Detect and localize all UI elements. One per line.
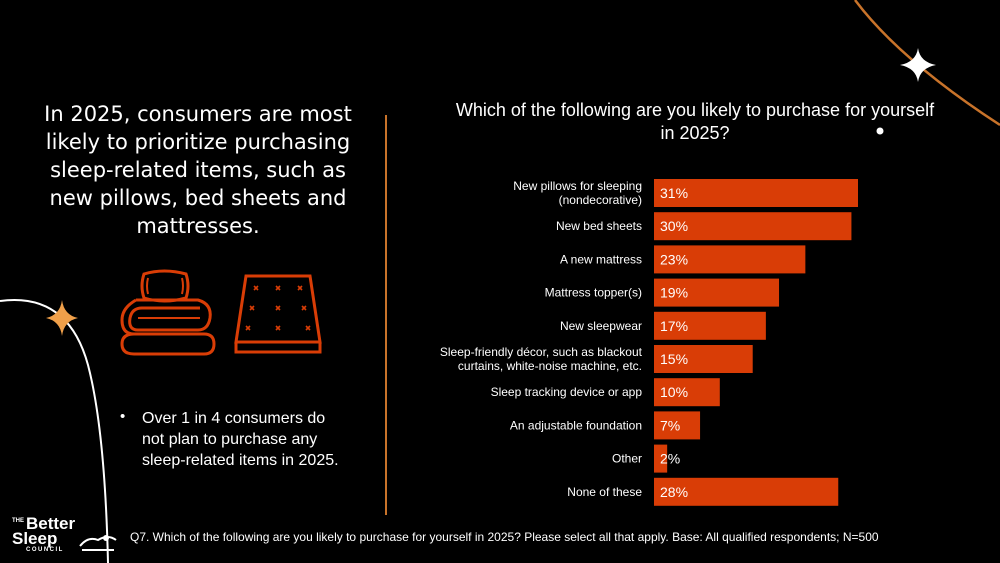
sparkle-icon [900, 48, 936, 82]
sleeping-figure-icon [79, 535, 117, 551]
chart-title: Which of the following are you likely to… [455, 100, 935, 143]
bullet-list: • Over 1 in 4 consumers do not plan to p… [120, 408, 350, 471]
bar-6 [654, 378, 720, 407]
sparkle-orange-icon [46, 300, 78, 336]
bar-value-label: 19% [660, 285, 688, 301]
bar-value-label: 23% [660, 251, 688, 267]
bullet-text: Over 1 in 4 consumers do not plan to pur… [142, 410, 339, 469]
headline: In 2025, consumers are most likely to pr… [44, 102, 352, 238]
bar-chart: 31% New pillows for sleeping (nondecorativ… [440, 179, 858, 506]
bullet-marker: • [120, 408, 126, 425]
vertical-divider [385, 115, 387, 515]
category-label: A new mattress [560, 252, 642, 266]
pillow-and-folded-sheets-icon [120, 269, 216, 356]
bar-8 [654, 444, 668, 473]
category-label: New sleepwear [560, 319, 642, 333]
bar-value-label: 7% [660, 417, 680, 433]
logo-better: Better [26, 514, 76, 533]
mattress-icon [234, 274, 322, 354]
category-label: New bed sheets [556, 219, 642, 233]
bar-value-label: 2% [660, 451, 680, 467]
category-label: An adjustable foundation [510, 418, 642, 432]
bar-value-label: 10% [660, 384, 688, 400]
logo-council: COUNCIL [26, 547, 64, 553]
bar-value-label: 28% [660, 484, 688, 500]
logo-sleep: Sleep [12, 529, 58, 548]
bar-0 [654, 179, 858, 207]
bar-5 [654, 345, 753, 373]
category-label: None of these [567, 485, 642, 499]
logo-the: THE [12, 518, 24, 524]
better-sleep-council-logo: THE Better Sleep COUNCIL [12, 514, 122, 556]
bar-9 [654, 477, 839, 506]
bar-1 [654, 212, 852, 241]
category-label: Sleep-friendly décor, such as blackout cu… [440, 345, 643, 373]
bar-7 [654, 411, 701, 440]
bar-value-label: 30% [660, 218, 688, 234]
category-label: Mattress topper(s) [545, 286, 642, 300]
bar-value-label: 17% [660, 318, 688, 334]
footnote: Q7. Which of the following are you likel… [130, 530, 879, 544]
bar-2 [654, 245, 806, 274]
bar-3 [654, 278, 780, 307]
category-label: Other [612, 452, 642, 466]
bar-value-label: 15% [660, 351, 688, 367]
category-label: Sleep tracking device or app [491, 385, 643, 399]
bar-value-label: 31% [660, 185, 688, 201]
bar-4 [654, 311, 766, 340]
category-label: New pillows for sleeping (nondecorative) [513, 179, 642, 207]
